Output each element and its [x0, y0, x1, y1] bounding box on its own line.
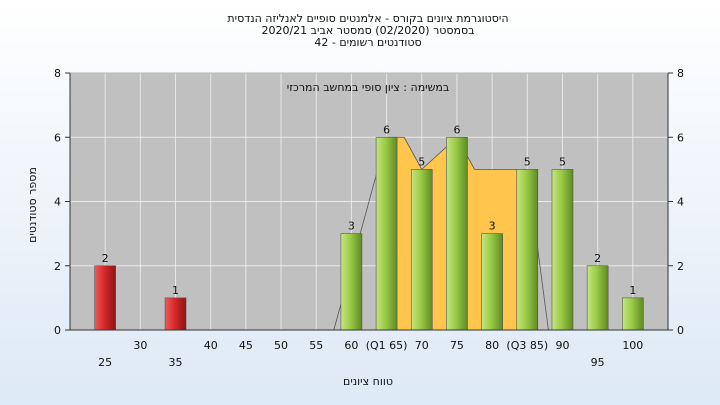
- bar-60: [340, 233, 363, 331]
- y-tick-label-left: 0: [54, 324, 61, 337]
- y-tick-label-right: 0: [677, 324, 684, 337]
- bar-70: [410, 169, 433, 331]
- y-tick-label-right: 8: [677, 67, 684, 80]
- y-tick-label-right: 6: [677, 131, 684, 144]
- bar-100: [622, 297, 644, 331]
- x-tick-label: 55: [309, 339, 323, 352]
- bar-value-label: 1: [172, 284, 179, 297]
- x-tick-label: 70: [415, 339, 429, 352]
- bar-65: [375, 136, 398, 331]
- bar-value-label: 3: [489, 220, 496, 233]
- bar-value-label: 3: [348, 220, 355, 233]
- y-tick-label-left: 8: [54, 67, 61, 80]
- x-tick-label: 100: [622, 339, 643, 352]
- bar-value-label: 5: [559, 155, 566, 168]
- x-tick-label: 45: [239, 339, 253, 352]
- x-axis-label: טווח ציונים: [343, 375, 393, 388]
- bar-value-label: 5: [418, 155, 425, 168]
- title-line: בסמסטר (02/2020) סמסטר אביב 2020/21: [261, 24, 474, 37]
- bar-25: [94, 265, 116, 331]
- chart-title: היסטוגרמת ציונים בקורס - אלמנטים סופיים …: [227, 12, 508, 49]
- bar-value-label: 6: [453, 123, 460, 136]
- x-tick-label: 60: [344, 339, 358, 352]
- x-tick-label: 50: [274, 339, 288, 352]
- x-tick-label: 40: [204, 339, 218, 352]
- bar-90: [551, 169, 574, 331]
- bar-value-labels: 2 1 3 6 5 6 3 5 5 2 1: [102, 123, 637, 297]
- bars: [94, 136, 644, 331]
- x-tick-label: 30: [133, 339, 147, 352]
- x-tick-label: 35: [169, 356, 183, 369]
- x-tick-label: 80: [485, 339, 499, 352]
- y-tick-label-right: 2: [677, 260, 684, 273]
- bar-95: [586, 265, 609, 331]
- x-tick-label: 75: [450, 339, 464, 352]
- bar-value-label: 2: [594, 252, 601, 265]
- bar-75: [446, 136, 468, 331]
- x-tick-label: (Q3 85): [506, 339, 548, 352]
- y-tick-label-right: 4: [677, 196, 684, 209]
- chart-annotation: במשימה : ציון סופי במחשב המרכזי: [287, 81, 450, 94]
- bar-value-label: 6: [383, 123, 390, 136]
- bar-80: [481, 233, 503, 331]
- y-tick-label-left: 6: [54, 131, 61, 144]
- y-tick-label-left: 4: [54, 196, 61, 209]
- x-tick-label: 90: [555, 339, 569, 352]
- x-tick-label: (Q1 65): [366, 339, 408, 352]
- tick-labels: 0 02 24 46 68 830 40 45 50 55 60 (Q1 65) 70 75 80 (Q3 8…: [54, 67, 684, 369]
- y-axis-label: מספר סטודנטים: [26, 167, 39, 243]
- bar-value-label: 5: [524, 155, 531, 168]
- bar-value-label: 1: [629, 284, 636, 297]
- y-tick-label-left: 2: [54, 260, 61, 273]
- x-tick-label: 25: [98, 356, 112, 369]
- title-line: 42 - סטודנטים רשומים: [314, 36, 421, 49]
- bar-85: [516, 169, 539, 331]
- bar-35: [164, 297, 187, 331]
- x-tick-label: 95: [591, 356, 605, 369]
- title-line: היסטוגרמת ציונים בקורס - אלמנטים סופיים …: [227, 12, 508, 25]
- bar-value-label: 2: [102, 252, 109, 265]
